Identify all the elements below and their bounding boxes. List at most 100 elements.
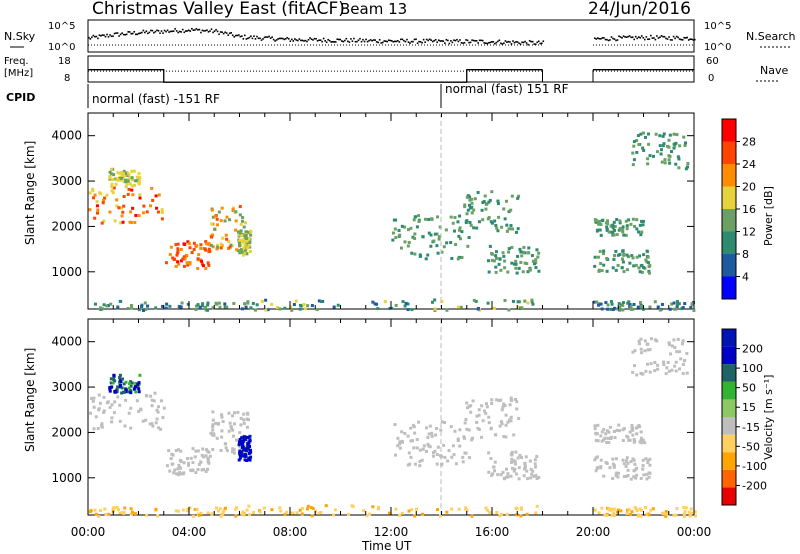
echo-cell	[612, 464, 616, 468]
echo-cell	[130, 510, 134, 514]
echo-cell	[457, 305, 461, 309]
nsky-point	[210, 28, 213, 30]
echo-cell	[465, 212, 469, 216]
nsky-point	[168, 31, 170, 33]
echo-cell	[467, 428, 471, 432]
nsky-point	[662, 35, 664, 38]
echo-cell	[96, 426, 100, 430]
nsky-point	[237, 34, 240, 36]
nsky-point	[369, 39, 372, 41]
nsky-point	[512, 40, 514, 42]
echo-cell	[241, 219, 245, 223]
nsky-point	[130, 32, 133, 35]
nsky-point	[265, 36, 267, 38]
echo-cell	[666, 360, 670, 364]
echo-cell	[643, 441, 647, 445]
echo-cell	[238, 251, 242, 255]
echo-cell	[224, 446, 228, 450]
echo-cell	[494, 223, 498, 227]
echo-cell	[134, 381, 138, 385]
echo-cell	[605, 440, 609, 444]
echo-cell	[194, 449, 198, 453]
echo-cell	[108, 385, 112, 389]
echo-cell	[681, 306, 685, 310]
echo-cell	[427, 231, 431, 235]
nsky-point	[436, 41, 439, 44]
echo-cell	[413, 252, 417, 256]
echo-cell	[244, 305, 248, 309]
nsky-point	[341, 40, 343, 42]
echo-cell	[413, 215, 417, 219]
echo-cell	[640, 230, 644, 234]
echo-cell	[91, 399, 95, 403]
echo-cell	[238, 451, 242, 455]
nsky-point	[625, 36, 628, 38]
echo-cell	[514, 397, 518, 401]
nsky-point	[198, 28, 201, 31]
nsearch-tick-low: 10^0	[704, 42, 731, 53]
echo-cell	[621, 303, 625, 307]
echo-cell	[236, 249, 240, 253]
nsky-point	[687, 39, 690, 41]
nsky-point	[318, 39, 320, 41]
echo-cell	[176, 467, 180, 471]
echo-cell	[499, 473, 503, 477]
echo-cell	[161, 416, 165, 420]
echo-cell	[660, 160, 664, 164]
echo-cell	[449, 241, 453, 245]
echo-cell	[609, 436, 613, 440]
echo-cell	[642, 266, 646, 270]
echo-cell	[605, 513, 609, 517]
echo-cell	[136, 178, 140, 182]
echo-cell	[177, 262, 181, 266]
echo-cell	[674, 369, 678, 373]
echo-cell	[129, 391, 133, 395]
echo-cell	[182, 264, 186, 268]
y-tick-label: 2000	[51, 425, 82, 439]
echo-cell	[215, 436, 219, 440]
echo-cell	[232, 451, 236, 455]
velocity-frame	[87, 318, 695, 516]
echo-cell	[407, 451, 411, 455]
echo-cell	[600, 307, 604, 311]
echo-cell	[638, 270, 642, 274]
echo-cell	[419, 254, 423, 258]
echo-cell	[215, 223, 219, 227]
echo-cell	[120, 173, 124, 177]
nsky-point	[295, 39, 298, 41]
echo-cell	[639, 304, 643, 308]
nsky-point	[218, 33, 220, 36]
echo-cell	[211, 425, 215, 429]
echo-cell	[346, 512, 350, 516]
echo-cell	[123, 424, 127, 428]
echo-cell	[494, 270, 498, 274]
echo-cell	[432, 239, 436, 243]
echo-cell	[674, 360, 678, 364]
echo-cell	[465, 401, 469, 405]
echo-cell	[516, 227, 520, 231]
nsky-point	[127, 31, 129, 33]
echo-cell	[525, 512, 529, 516]
echo-cell	[435, 508, 439, 512]
echo-cell	[641, 219, 645, 223]
nsky-point	[263, 36, 266, 39]
echo-cell	[102, 219, 106, 223]
echo-cell	[138, 176, 142, 180]
echo-cell	[125, 182, 129, 186]
echo-cell	[187, 461, 191, 465]
echo-cell	[595, 467, 599, 471]
echo-cell	[618, 219, 622, 223]
echo-cell	[211, 418, 215, 422]
echo-cell	[426, 435, 430, 439]
echo-cell	[436, 215, 440, 219]
echo-cell	[599, 302, 603, 306]
echo-cell	[511, 299, 515, 303]
echo-cell	[248, 458, 252, 462]
nsky-point	[253, 35, 255, 37]
echo-cell	[103, 196, 107, 200]
echo-cell	[243, 234, 247, 238]
echo-cell	[105, 401, 109, 405]
echo-cell	[177, 473, 181, 477]
nsky-point	[598, 37, 601, 40]
echo-cell	[151, 198, 155, 202]
